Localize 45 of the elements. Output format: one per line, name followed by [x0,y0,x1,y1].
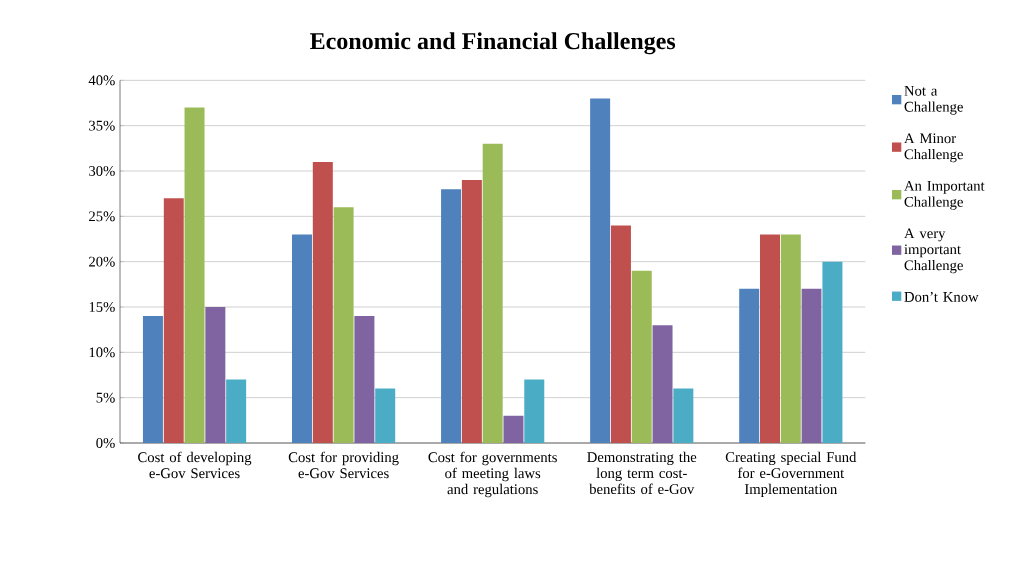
bar [760,234,781,443]
bar [739,288,760,443]
x-tick-label: Creating special Fund for e-Government Implementation [725,451,857,497]
chart-title: Economic and Financial Challenges [310,32,676,55]
y-tick-label: 40% [88,75,115,86]
bar [312,161,333,443]
bar [482,143,503,443]
bar [292,234,313,443]
x-tick-label: Cost for governments of meeting laws and regulations [428,451,557,498]
bar [142,316,163,443]
bar [375,388,396,443]
legend-label: Don’t Know [904,291,979,302]
bar [163,198,184,443]
bar [801,288,822,443]
legend-label: An Important Challenge [904,180,985,210]
x-tick-label: Cost for providing e-Gov Services [288,451,399,479]
bar [822,261,843,443]
y-tick-label: 15% [89,302,115,312]
legend-label: A very important Challenge [904,228,963,274]
y-tick-label: 0% [96,438,115,448]
y-tick-label: 20% [89,256,115,267]
bar [205,307,226,443]
bar [652,325,673,443]
bar [333,207,354,443]
y-tick-label: 5% [96,392,115,403]
y-tick-label: 10% [89,347,115,358]
x-tick-label: Cost of developing e-Gov Services [138,451,252,479]
bar [226,379,247,443]
bar [780,234,801,443]
y-tick-label: 30% [89,166,115,176]
bar [441,189,462,443]
legend-label: A Minor Challenge [904,133,963,163]
bar [524,379,545,443]
x-tick-label: Demonstrating the long term cost-benefits of e-Gov [587,451,697,495]
bar [631,270,652,443]
bar [590,98,611,443]
bar [610,225,631,443]
legend-label: Not a Challenge [904,85,963,115]
bar [673,388,694,443]
bar [503,415,524,443]
bar [184,107,205,443]
bar [461,180,482,443]
bar [354,316,375,443]
y-tick-label: 35% [89,120,115,131]
y-tick-label: 25% [89,211,115,222]
